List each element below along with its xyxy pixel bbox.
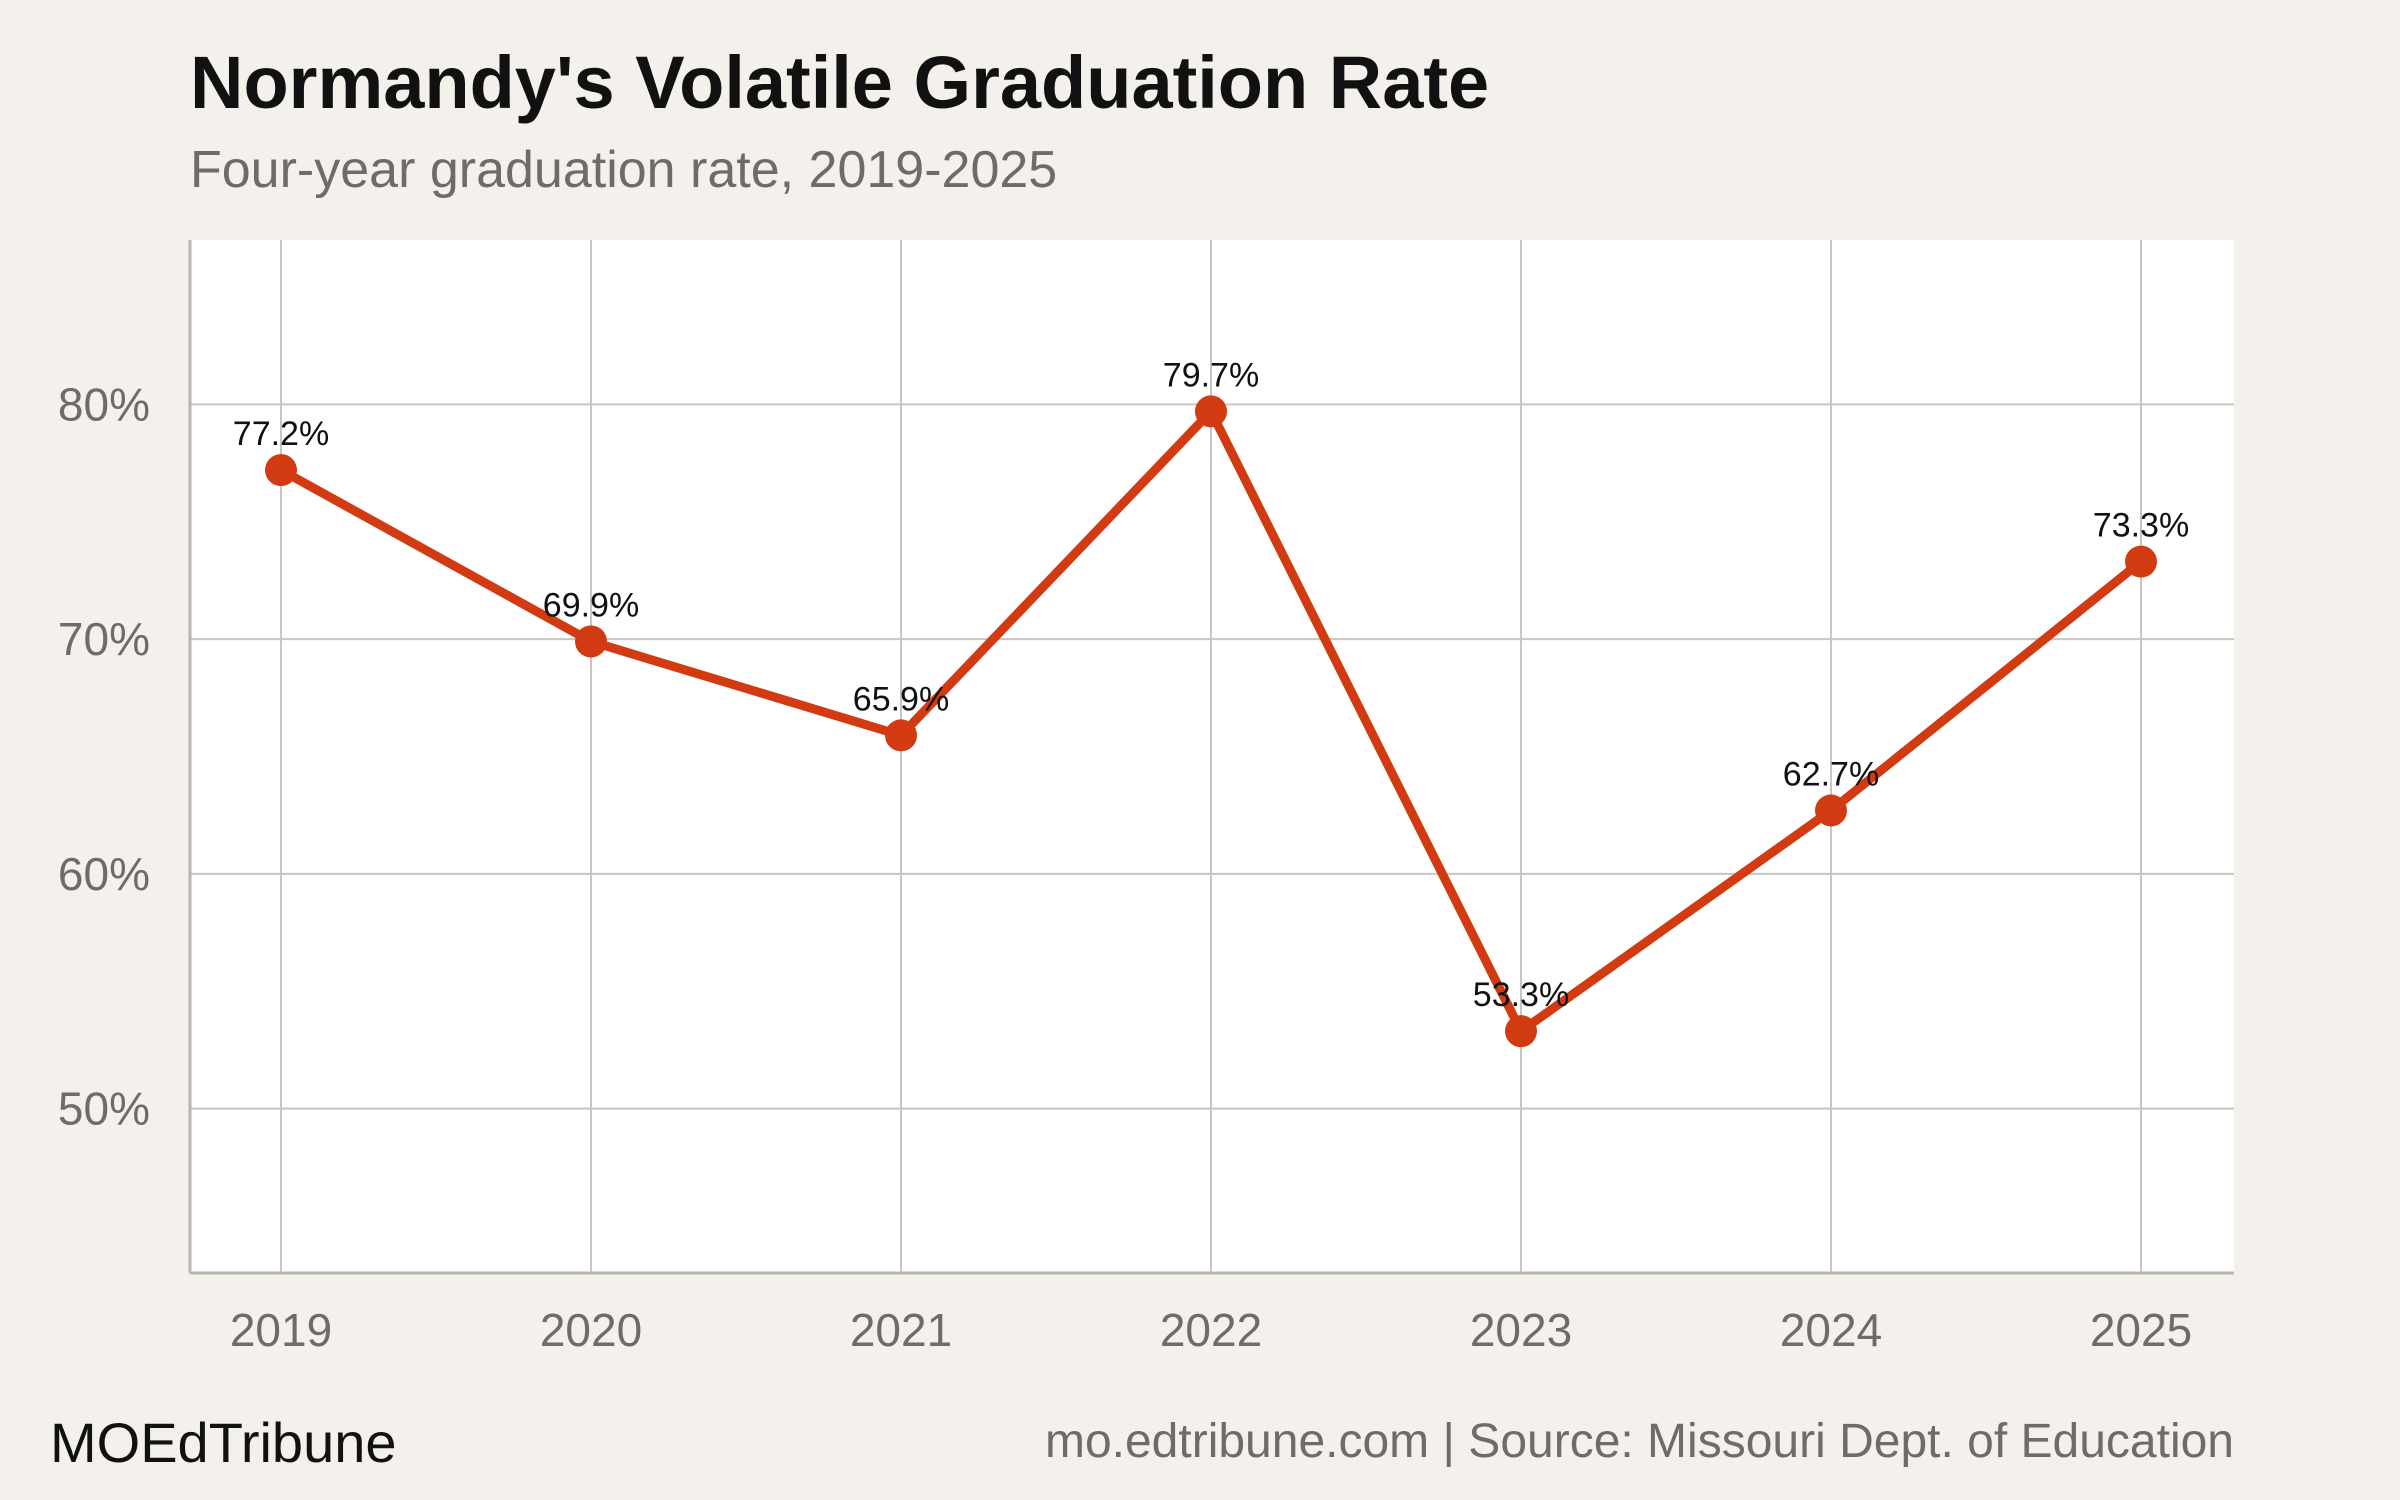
chart-subtitle: Four-year graduation rate, 2019-2025 bbox=[190, 141, 1058, 199]
y-tick-label: 60% bbox=[58, 848, 150, 900]
x-tick-label: 2025 bbox=[2090, 1304, 2192, 1356]
data-point bbox=[1505, 1015, 1537, 1048]
data-point bbox=[1195, 395, 1227, 428]
data-label: 73.3% bbox=[2093, 507, 2189, 545]
brand-name: MOEdTribune bbox=[50, 1411, 397, 1474]
x-tick-label: 2023 bbox=[1470, 1304, 1572, 1356]
y-tick-label: 70% bbox=[58, 613, 150, 665]
data-label: 65.9% bbox=[853, 680, 949, 718]
data-point bbox=[575, 625, 607, 658]
x-tick-label: 2020 bbox=[540, 1304, 642, 1356]
data-label: 79.7% bbox=[1163, 356, 1259, 394]
y-tick-label: 50% bbox=[58, 1083, 150, 1135]
data-label: 53.3% bbox=[1473, 976, 1569, 1014]
y-tick-label: 80% bbox=[58, 378, 150, 430]
source-note: mo.edtribune.com | Source: Missouri Dept… bbox=[1044, 1415, 2234, 1468]
x-tick-label: 2022 bbox=[1160, 1304, 1262, 1356]
data-point bbox=[1815, 794, 1847, 827]
data-label: 77.2% bbox=[233, 415, 329, 453]
x-tick-label: 2019 bbox=[230, 1304, 332, 1356]
data-point bbox=[265, 454, 297, 487]
x-tick-label: 2021 bbox=[850, 1304, 952, 1356]
chart-title: Normandy's Volatile Graduation Rate bbox=[190, 41, 1490, 124]
data-point bbox=[2125, 545, 2157, 578]
x-tick-label: 2024 bbox=[1780, 1304, 1882, 1356]
data-label: 69.9% bbox=[543, 586, 639, 624]
data-label: 62.7% bbox=[1783, 755, 1879, 793]
data-point bbox=[885, 719, 917, 752]
